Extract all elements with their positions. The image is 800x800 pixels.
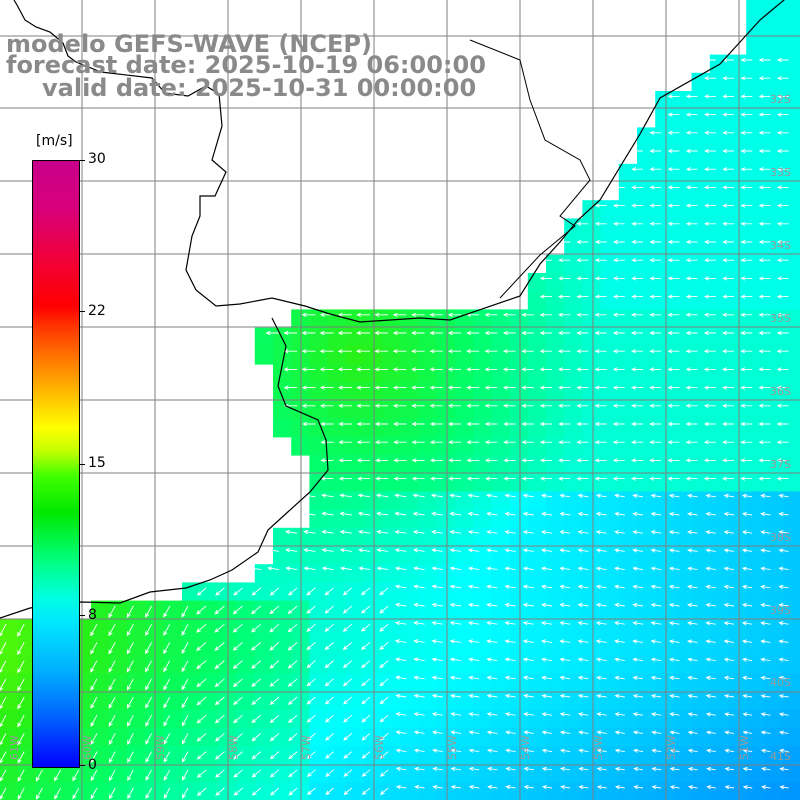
lat-label: 33S	[770, 166, 791, 179]
lon-label: 59W	[154, 735, 167, 760]
lat-label: 35S	[770, 312, 791, 325]
lon-label: 53W	[592, 735, 605, 760]
colorbar	[32, 160, 80, 768]
lon-label: 54W	[519, 735, 532, 760]
lat-label: 38S	[770, 531, 791, 544]
title-model: modelo GEFS-WAVE (NCEP)	[6, 30, 372, 58]
lon-label: 52W	[665, 735, 678, 760]
lon-label: 61W	[8, 735, 21, 760]
lat-label: 41S	[770, 750, 791, 763]
colorbar-tick-30: 30	[88, 151, 106, 167]
colorbar-tick-8: 8	[88, 607, 97, 623]
title-valid-date: valid date: 2025-10-31 00:00:00	[42, 74, 477, 102]
coastline-south	[0, 317, 329, 619]
title-forecast-date: forecast date: 2025-10-19 06:00:00	[6, 51, 486, 79]
colorbar-tick-15: 15	[88, 455, 106, 471]
inland-border	[469, 39, 591, 299]
lon-label: 55W	[446, 735, 459, 760]
colorbar-tick-0: 0	[88, 757, 97, 773]
colorbar-unit: [m/s]	[34, 133, 75, 149]
colorbar-tick-22: 22	[88, 303, 106, 319]
coastline	[13, 0, 785, 323]
wind-arrows	[0, 57, 789, 800]
lat-label: 40S	[770, 676, 791, 689]
lon-label: 56W	[373, 735, 386, 760]
lat-label: 32S	[770, 93, 791, 106]
lat-label: 39S	[770, 604, 791, 617]
lon-label: 60W	[81, 735, 94, 760]
lat-label: 34S	[770, 239, 791, 252]
lat-label: 36S	[770, 385, 791, 398]
lat-label: 37S	[770, 458, 791, 471]
lon-label: 57W	[300, 735, 313, 760]
lon-label: 58W	[227, 735, 240, 760]
lon-label: 51W	[738, 735, 751, 760]
